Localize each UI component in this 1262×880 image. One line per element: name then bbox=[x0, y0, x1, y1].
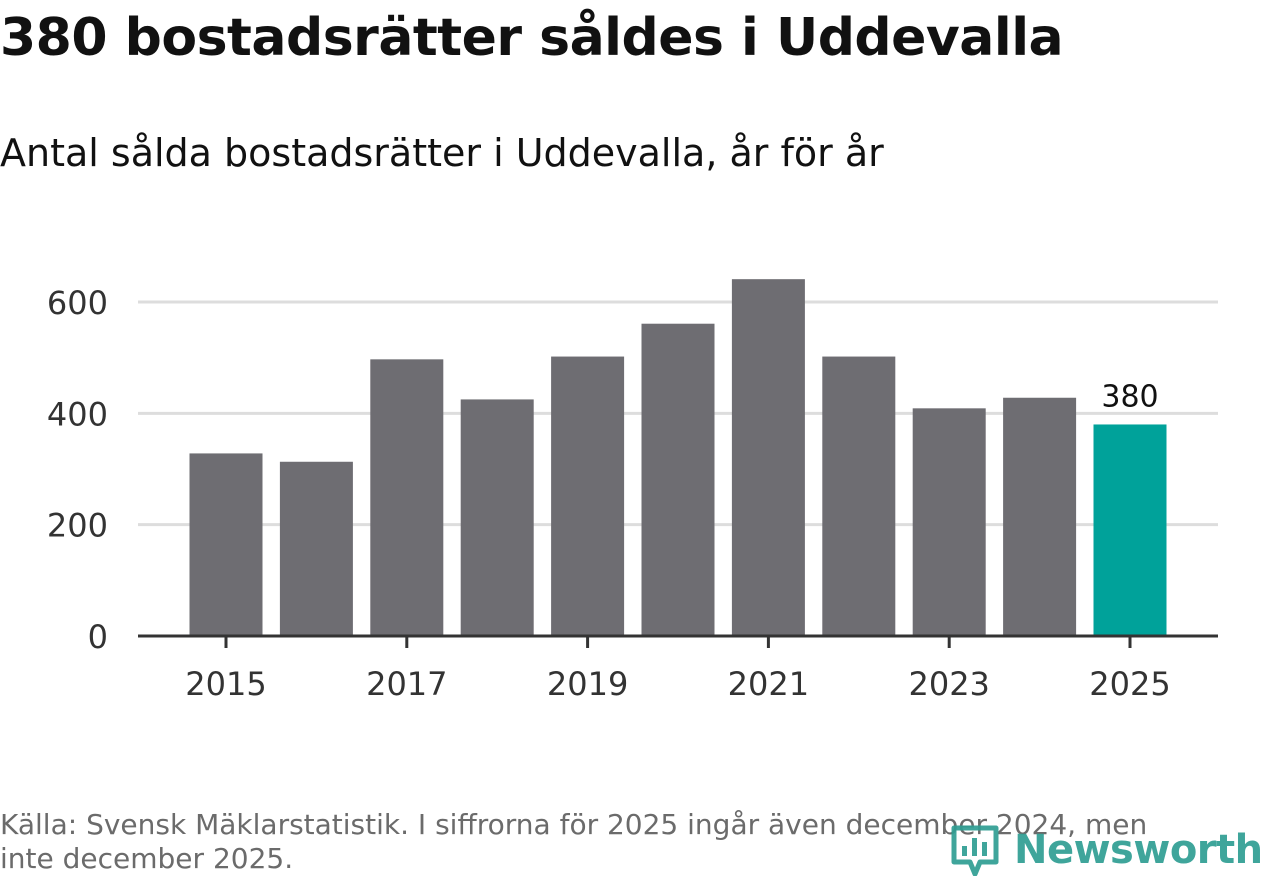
bar-2015 bbox=[189, 453, 263, 636]
x-tick-label-2021: 2021 bbox=[728, 665, 809, 703]
chart-subtitle: Antal sålda bostadsrätter i Uddevalla, å… bbox=[0, 131, 884, 175]
newsworthy-logo: Newsworthy bbox=[950, 820, 1262, 880]
bar-2021 bbox=[731, 279, 805, 636]
y-tick-label-0: 0 bbox=[88, 618, 108, 656]
bar-2025 bbox=[1093, 424, 1167, 636]
logo-wordmark: Newsworthy bbox=[1014, 827, 1262, 873]
data-label-2025: 380 bbox=[1101, 379, 1158, 414]
y-tick-label-600: 600 bbox=[47, 284, 108, 322]
bar-2023 bbox=[912, 408, 986, 636]
bar-2020 bbox=[641, 323, 715, 636]
bar-2019 bbox=[551, 356, 625, 636]
x-tick-label-2017: 2017 bbox=[366, 665, 447, 703]
x-tick-label-2023: 2023 bbox=[908, 665, 989, 703]
labels: 0 200 400 600 380 2015 2017 2019 2021 2023 2025 bbox=[47, 284, 1171, 703]
axes bbox=[138, 634, 1218, 648]
bars bbox=[189, 279, 1167, 636]
bar-2024 bbox=[1003, 397, 1077, 636]
bar-2022 bbox=[822, 356, 896, 636]
bar-2018 bbox=[460, 399, 534, 636]
x-tick-label-2015: 2015 bbox=[185, 665, 266, 703]
bar-2017 bbox=[370, 359, 444, 636]
bar-2016 bbox=[279, 461, 353, 636]
y-tick-label-200: 200 bbox=[47, 507, 108, 545]
bar-chart: 0 200 400 600 380 2015 2017 2019 2021 2023 2025 bbox=[47, 279, 1218, 703]
x-tick-label-2025: 2025 bbox=[1089, 665, 1170, 703]
chart-title: 380 bostadsrätter såldes i Uddevalla bbox=[0, 8, 1064, 68]
y-tick-label-400: 400 bbox=[47, 395, 108, 433]
x-tick-label-2019: 2019 bbox=[547, 665, 628, 703]
bar-chart-pin-icon bbox=[951, 825, 999, 876]
